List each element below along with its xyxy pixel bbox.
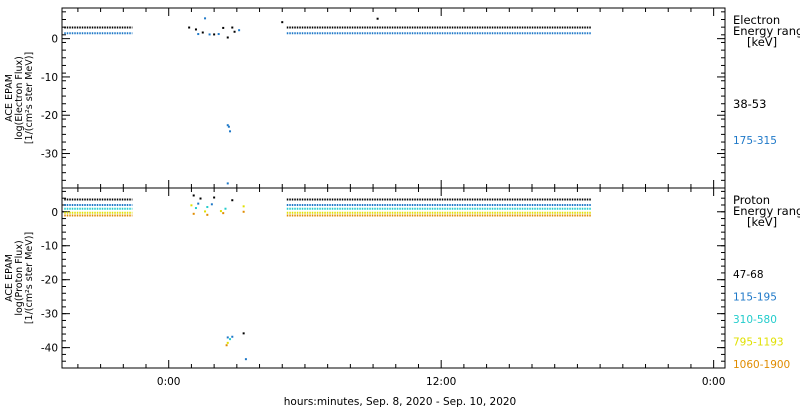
y-tick-label: 0 (51, 207, 58, 219)
y-axis-label: ACE EPAM (4, 254, 15, 302)
y-tick-label: -30 (41, 309, 58, 321)
data-point (226, 36, 229, 39)
data-point (226, 124, 229, 127)
data-point (201, 31, 204, 34)
series-310-580 (64, 206, 592, 341)
data-point (210, 203, 213, 206)
data-point (188, 26, 191, 29)
y-axis-label: [1/(cm²s ster MeV)] (24, 52, 35, 144)
data-point (281, 21, 284, 24)
legend-title: Energy range (733, 24, 800, 38)
data-point (192, 194, 195, 197)
legend-entry: 795-1193 (733, 337, 784, 349)
data-point (206, 206, 209, 209)
data-point (213, 33, 216, 36)
x-tick-label: 0:00 (702, 376, 726, 388)
data-point (208, 33, 211, 36)
plot-frame (61, 7, 726, 189)
series-1060-1900 (64, 210, 592, 347)
data-point (204, 17, 207, 20)
legend-entry: 310-580 (733, 314, 777, 326)
y-axis-label: log(Electron Flux) (14, 56, 25, 140)
series-47-68 (64, 194, 592, 335)
y-tick-label: -30 (41, 149, 58, 161)
data-point (376, 17, 379, 20)
data-point (226, 341, 229, 344)
data-point (231, 199, 234, 202)
legend-entry: 1060-1900 (733, 359, 790, 371)
proton-panel: 0 -10 -20 -30 -40 0:00 12:00 0:00 ACE EPAM log(Pr… (4, 187, 800, 388)
data-point (190, 204, 193, 207)
y-axis-label: log(Proton Flux) (14, 240, 25, 315)
data-point (199, 197, 202, 200)
legend-entry: 47-68 (733, 269, 764, 281)
data-point (233, 30, 236, 33)
y-tick-label: -20 (41, 110, 58, 122)
data-point (242, 332, 245, 335)
data-point (204, 210, 207, 213)
data-point (194, 207, 197, 210)
data-point (227, 125, 230, 128)
y-tick-label: -20 (41, 275, 58, 287)
y-tick-label: -10 (41, 72, 58, 84)
data-point (229, 338, 232, 341)
data-point (192, 212, 195, 215)
data-point (217, 33, 220, 36)
y-tick-label: 0 (51, 34, 58, 46)
data-point (222, 212, 225, 215)
data-point (225, 344, 228, 347)
x-tick-label: 12:00 (426, 376, 456, 388)
data-point (213, 196, 216, 199)
x-axis-label: hours:minutes, Sep. 8, 2020 - Sep. 10, 2… (284, 396, 516, 408)
legend-title: Electron (733, 13, 780, 27)
data-point (229, 130, 232, 133)
data-point (238, 29, 241, 32)
data-point (226, 336, 229, 339)
data-point (242, 205, 245, 208)
legend-title: Proton (733, 193, 770, 207)
series-175-315 (64, 17, 592, 185)
legend-title: Energy range (733, 204, 800, 218)
y-axis-label: [1/(cm²s ster MeV)] (24, 232, 35, 324)
y-tick-label: -40 (41, 343, 58, 355)
y-tick-label: -10 (41, 241, 58, 253)
data-point (231, 26, 234, 29)
legend-unit: [keV] (747, 215, 777, 229)
data-point (244, 358, 247, 361)
data-point (226, 182, 229, 185)
data-point (242, 210, 245, 213)
y-axis-label: ACE EPAM (4, 74, 15, 122)
legend-unit: [keV] (747, 35, 777, 49)
legend-entry: 115-195 (733, 292, 777, 304)
legend-entry: 175-315 (733, 135, 777, 147)
data-point (197, 202, 200, 205)
series-795-1193 (64, 204, 592, 344)
series-115-195 (64, 202, 592, 361)
data-point (224, 207, 227, 210)
electron-panel: 0 -10 -20 -30 ACE EPAM log(Electron Flux) [1/(… (4, 7, 800, 189)
legend-entry: 38-53 (733, 97, 766, 111)
data-point (197, 33, 200, 36)
data-point (231, 335, 234, 338)
plot-frame (61, 187, 726, 369)
data-point (194, 28, 197, 31)
series-38-53 (64, 17, 592, 39)
data-point (206, 213, 209, 216)
data-point (222, 26, 225, 29)
data-point (219, 210, 222, 213)
x-tick-label: 0:00 (157, 376, 181, 388)
